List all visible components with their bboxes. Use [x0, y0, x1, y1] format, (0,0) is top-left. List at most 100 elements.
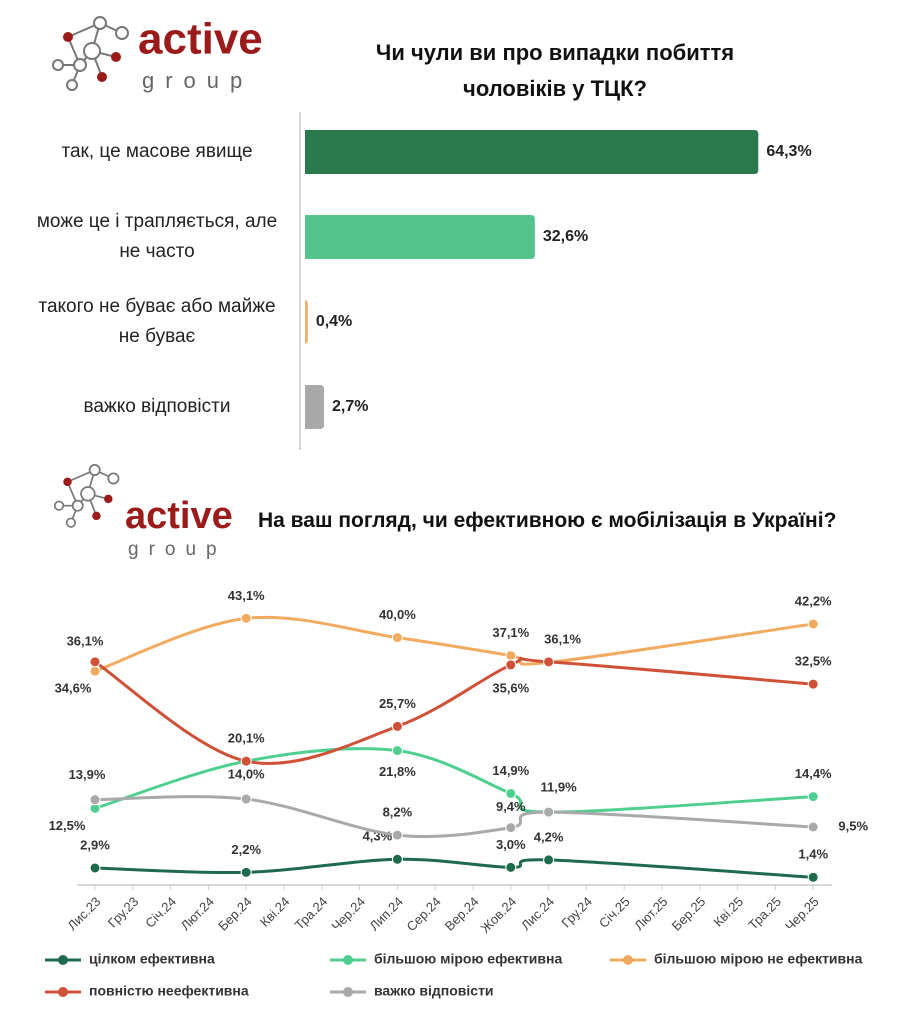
value-label: 3,0% — [496, 837, 526, 852]
x-tick-label: Лют.24 — [178, 894, 217, 933]
point — [391, 720, 403, 732]
category-label: важко відповісти — [83, 396, 231, 417]
point — [505, 861, 517, 873]
legend-marker — [58, 987, 68, 997]
value-label: 64,3% — [766, 143, 811, 160]
line — [94, 857, 814, 879]
bar — [305, 215, 535, 259]
value-label: 4,2% — [534, 829, 564, 844]
category-label: такого не буває або майже не буває — [38, 296, 276, 347]
point — [391, 829, 403, 841]
point — [240, 866, 252, 878]
bar — [305, 385, 325, 429]
x-tick-label: Чер.25 — [782, 894, 822, 934]
category-label: так, це масове явище — [61, 141, 253, 162]
legend-marker — [343, 987, 353, 997]
value-label: 14,4% — [795, 766, 832, 781]
value-label: 0,4% — [316, 313, 352, 330]
logo-icon — [53, 464, 120, 528]
value-label: 12,5% — [49, 818, 86, 833]
value-label: 14,0% — [228, 766, 265, 781]
point — [807, 618, 819, 630]
point — [543, 806, 555, 818]
point — [505, 787, 517, 799]
point — [391, 745, 403, 757]
point — [89, 665, 101, 677]
value-label: 36,1% — [544, 631, 581, 646]
x-tick-label: Вер.24 — [442, 894, 482, 934]
logo-tagline: group — [128, 539, 227, 560]
value-label: 14,9% — [492, 763, 529, 778]
value-label: 34,6% — [55, 681, 92, 696]
x-tick-label: Лис.23 — [64, 894, 103, 933]
x-tick-label: Чер.24 — [328, 894, 368, 934]
point — [89, 656, 101, 668]
point — [391, 853, 403, 865]
legend-label: цілком ефективна — [89, 951, 215, 967]
value-label: 35,6% — [492, 680, 529, 695]
point — [240, 793, 252, 805]
point — [391, 632, 403, 644]
x-tick-label: Лип.24 — [366, 894, 406, 934]
chart-title: На ваш погляд, чи ефективною є мобілізац… — [258, 509, 837, 532]
x-tick-label: Лют.25 — [631, 894, 670, 933]
value-label: 9,4% — [496, 799, 526, 814]
value-label: 2,2% — [231, 842, 261, 857]
point — [807, 678, 819, 690]
legend-label: більшою мірою ефективна — [374, 951, 562, 967]
value-label: 2,7% — [332, 398, 368, 415]
x-tick-label: Жов.24 — [478, 894, 520, 936]
bar — [303, 300, 308, 344]
x-tick-label: Бер.24 — [215, 894, 255, 934]
legend-label: важко відповісти — [374, 983, 494, 999]
point — [505, 659, 517, 671]
point — [240, 755, 252, 767]
value-label: 1,4% — [798, 847, 828, 862]
line — [94, 747, 814, 814]
point — [807, 791, 819, 803]
legend-marker — [343, 955, 353, 965]
bar — [305, 130, 759, 174]
value-label: 25,7% — [379, 696, 416, 711]
point — [505, 822, 517, 834]
value-label: 21,8% — [379, 764, 416, 779]
point — [240, 612, 252, 624]
line — [94, 656, 814, 765]
legend-label: повністю неефективна — [89, 983, 249, 999]
value-label: 11,9% — [541, 780, 578, 795]
x-tick-label: Сер.24 — [404, 894, 444, 934]
value-label: 37,1% — [492, 625, 529, 640]
value-label: 32,5% — [795, 654, 832, 669]
legend-marker — [623, 955, 633, 965]
point — [807, 871, 819, 883]
chart-title: Чи чули ви про випадки побиття чоловіків… — [375, 40, 735, 101]
logo-icon — [52, 16, 129, 91]
logo-name: active — [138, 15, 263, 64]
value-label: 42,2% — [795, 593, 832, 608]
point — [89, 862, 101, 874]
value-label: 20,1% — [228, 731, 265, 746]
point — [89, 794, 101, 806]
point — [505, 650, 517, 662]
logo-tagline: group — [142, 68, 253, 93]
legend-marker — [58, 955, 68, 965]
value-label: 43,1% — [228, 588, 265, 603]
value-label: 40,0% — [379, 607, 416, 622]
value-label: 9,5% — [838, 818, 868, 833]
line — [94, 795, 814, 838]
value-label: 32,6% — [543, 228, 588, 245]
x-tick-label: Лис.24 — [518, 894, 557, 933]
value-label: 8,2% — [383, 805, 413, 820]
category-label: може це і трапляється, але не часто — [36, 211, 278, 262]
line — [94, 615, 814, 673]
point — [807, 821, 819, 833]
x-tick-label: Кві.24 — [257, 894, 293, 930]
x-tick-label: Кві.25 — [710, 894, 746, 930]
logo-name: active — [125, 495, 233, 537]
x-tick-label: Бер.25 — [669, 894, 709, 934]
point — [543, 656, 555, 668]
x-tick-label: Січ.25 — [596, 894, 633, 931]
point — [543, 854, 555, 866]
